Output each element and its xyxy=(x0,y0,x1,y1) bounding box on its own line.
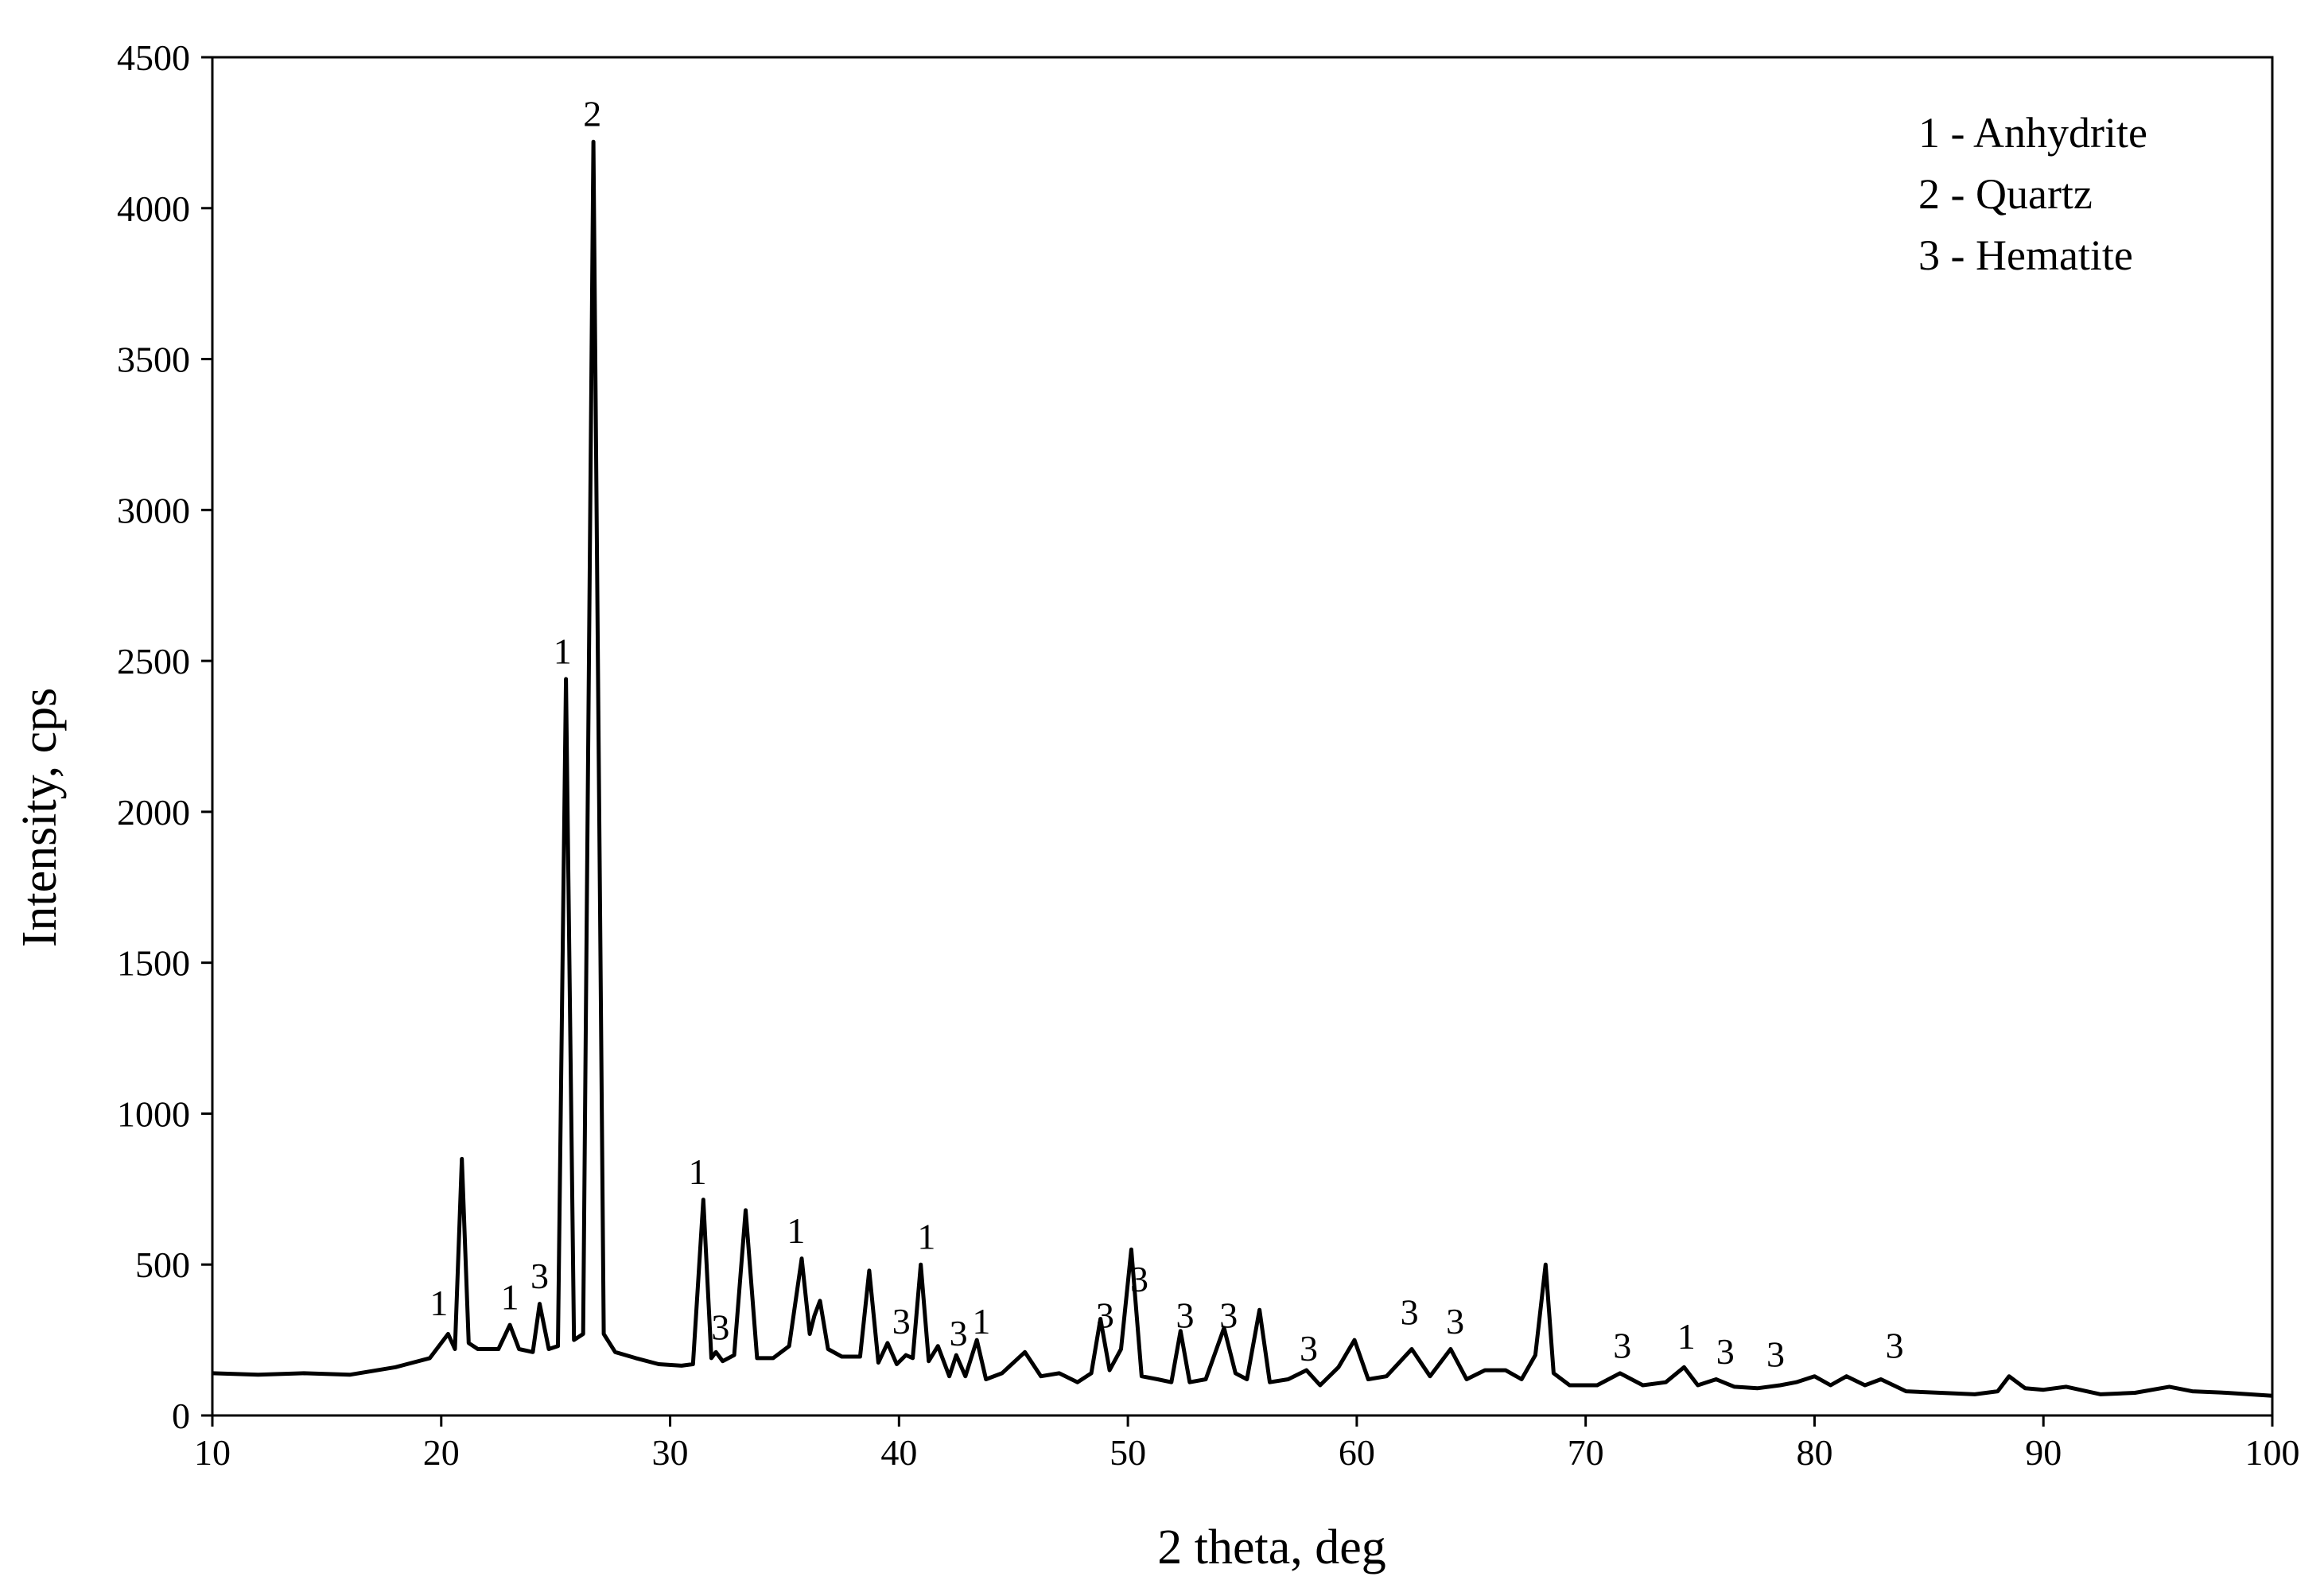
y-tick-label: 4000 xyxy=(117,188,190,229)
y-tick-label: 1500 xyxy=(117,943,190,984)
x-tick-label: 50 xyxy=(1110,1432,1146,1473)
y-axis-title: Intensity, cps xyxy=(13,688,67,948)
y-tick-label: 4500 xyxy=(117,37,190,78)
plot-frame xyxy=(211,56,2274,1417)
peak-label: 1 xyxy=(501,1277,519,1318)
y-tick-label: 1000 xyxy=(117,1093,190,1134)
peak-label: 3 xyxy=(1176,1295,1195,1335)
peak-label: 3 xyxy=(1300,1328,1318,1369)
y-tick-label: 2000 xyxy=(117,792,190,833)
legend: 1 - Anhydrite 2 - Quartz 3 - Hematite xyxy=(1918,109,2147,279)
peak-label: 3 xyxy=(1219,1295,1238,1335)
peak-label: 3 xyxy=(1613,1325,1631,1365)
x-tick-label: 90 xyxy=(2025,1432,2062,1473)
peak-label: 3 xyxy=(1446,1301,1464,1342)
peak-label: 1 xyxy=(689,1151,707,1192)
y-tick-label: 3500 xyxy=(117,340,190,380)
peak-label: 1 xyxy=(917,1217,935,1257)
x-tick-label: 20 xyxy=(423,1432,460,1473)
legend-item-hematite: 3 - Hematite xyxy=(1918,231,2133,279)
xrd-pattern-line xyxy=(212,139,2273,1398)
x-axis-ticks: 10 20 30 40 50 60 70 80 90 100 xyxy=(194,1415,2300,1473)
peak-label: 3 xyxy=(1096,1295,1114,1335)
peak-label: 3 xyxy=(950,1313,968,1353)
peak-label: 3 xyxy=(1766,1334,1785,1375)
x-tick-label: 80 xyxy=(1796,1432,1832,1473)
x-tick-label: 60 xyxy=(1339,1432,1375,1473)
peak-label: 3 xyxy=(1886,1325,1904,1365)
series-layer xyxy=(212,139,2273,1398)
y-tick-label: 2500 xyxy=(117,641,190,681)
peak-label: 1 xyxy=(554,631,572,671)
x-tick-label: 10 xyxy=(194,1432,231,1473)
peak-label: 1 xyxy=(1677,1316,1696,1357)
legend-item-quartz: 2 - Quartz xyxy=(1918,170,2093,218)
peak-label: 3 xyxy=(892,1301,911,1342)
y-tick-label: 0 xyxy=(172,1396,190,1436)
legend-item-anhydrite: 1 - Anhydrite xyxy=(1918,109,2147,157)
peak-label: 1 xyxy=(429,1283,448,1323)
peak-label: 1 xyxy=(972,1301,990,1342)
peak-label: 3 xyxy=(711,1307,729,1347)
y-axis-ticks: 0 500 1000 1500 2000 2500 3000 3500 4000 4500 xyxy=(117,37,212,1436)
y-tick-label: 3000 xyxy=(117,490,190,530)
plot-area-border xyxy=(211,56,2274,1417)
y-tick-label: 500 xyxy=(135,1244,190,1285)
x-tick-label: 30 xyxy=(652,1432,689,1473)
peak-label: 3 xyxy=(1716,1331,1735,1372)
x-tick-label: 40 xyxy=(880,1432,917,1473)
x-tick-label: 70 xyxy=(1568,1432,1604,1473)
peak-label: 1 xyxy=(787,1210,805,1251)
peak-label: 3 xyxy=(1130,1259,1148,1299)
x-axis-title: 2 theta, deg xyxy=(1157,1520,1386,1575)
x-tick-label: 100 xyxy=(2245,1432,2300,1473)
peak-label: 3 xyxy=(530,1256,549,1296)
peak-label: 2 xyxy=(583,94,601,134)
peak-label: 3 xyxy=(1401,1292,1419,1333)
